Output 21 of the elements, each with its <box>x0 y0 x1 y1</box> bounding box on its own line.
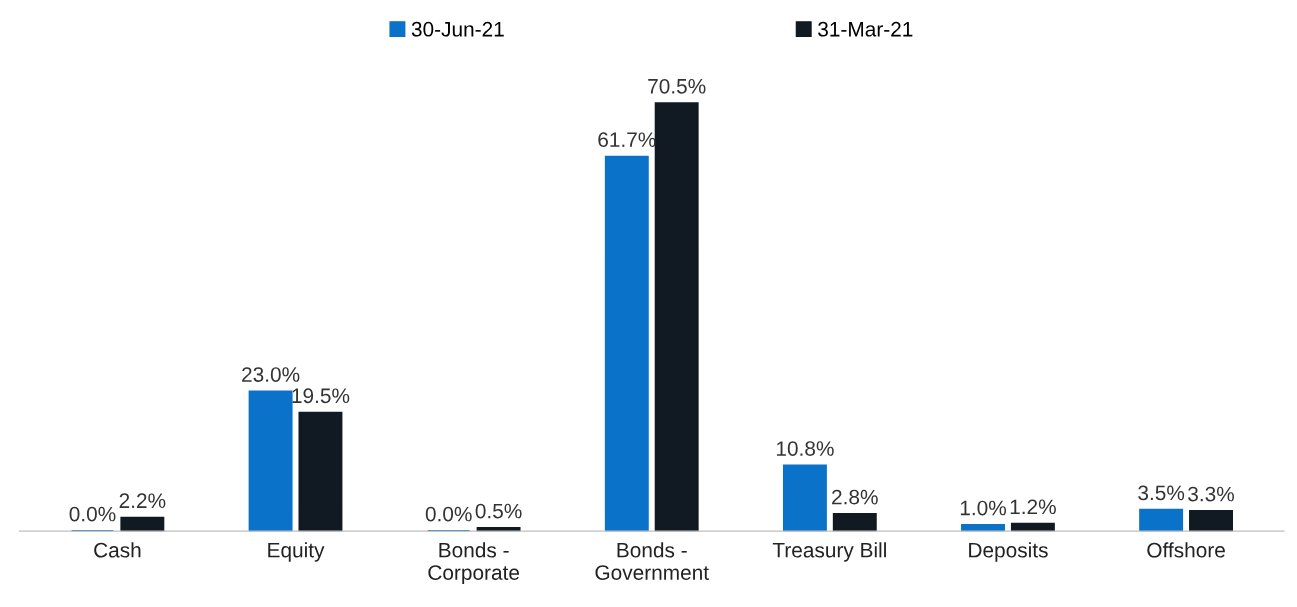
x-tick-label: Treasury Bill <box>772 542 886 562</box>
data-label: 0.0% <box>69 506 116 522</box>
x-tick-label: Equity <box>268 542 325 562</box>
x-tick-label: Bonds - Government <box>595 542 709 580</box>
data-label: 3.5% <box>1138 485 1185 501</box>
x-tick-label: Offshore <box>1147 542 1225 558</box>
data-label: 2.2% <box>119 493 166 509</box>
data-label: 2.8% <box>832 489 878 505</box>
data-label: 0.0% <box>425 506 472 522</box>
x-tick-label: Deposits <box>969 542 1048 562</box>
x-tick-label: Cash <box>94 542 141 558</box>
data-label: 1.2% <box>1010 499 1056 515</box>
legend-label: 30-Jun-21 <box>411 21 504 37</box>
x-tick-label: Bonds - Corporate <box>428 542 520 585</box>
data-label: 1.0% <box>960 500 1007 516</box>
data-label: 0.5% <box>475 503 522 519</box>
data-label: 10.8% <box>776 441 834 456</box>
data-label: 3.3% <box>1188 486 1235 502</box>
data-label: 23.0% <box>242 367 300 382</box>
legend-label: 31-Mar-21 <box>818 21 913 37</box>
data-label: 70.5% <box>648 78 706 94</box>
